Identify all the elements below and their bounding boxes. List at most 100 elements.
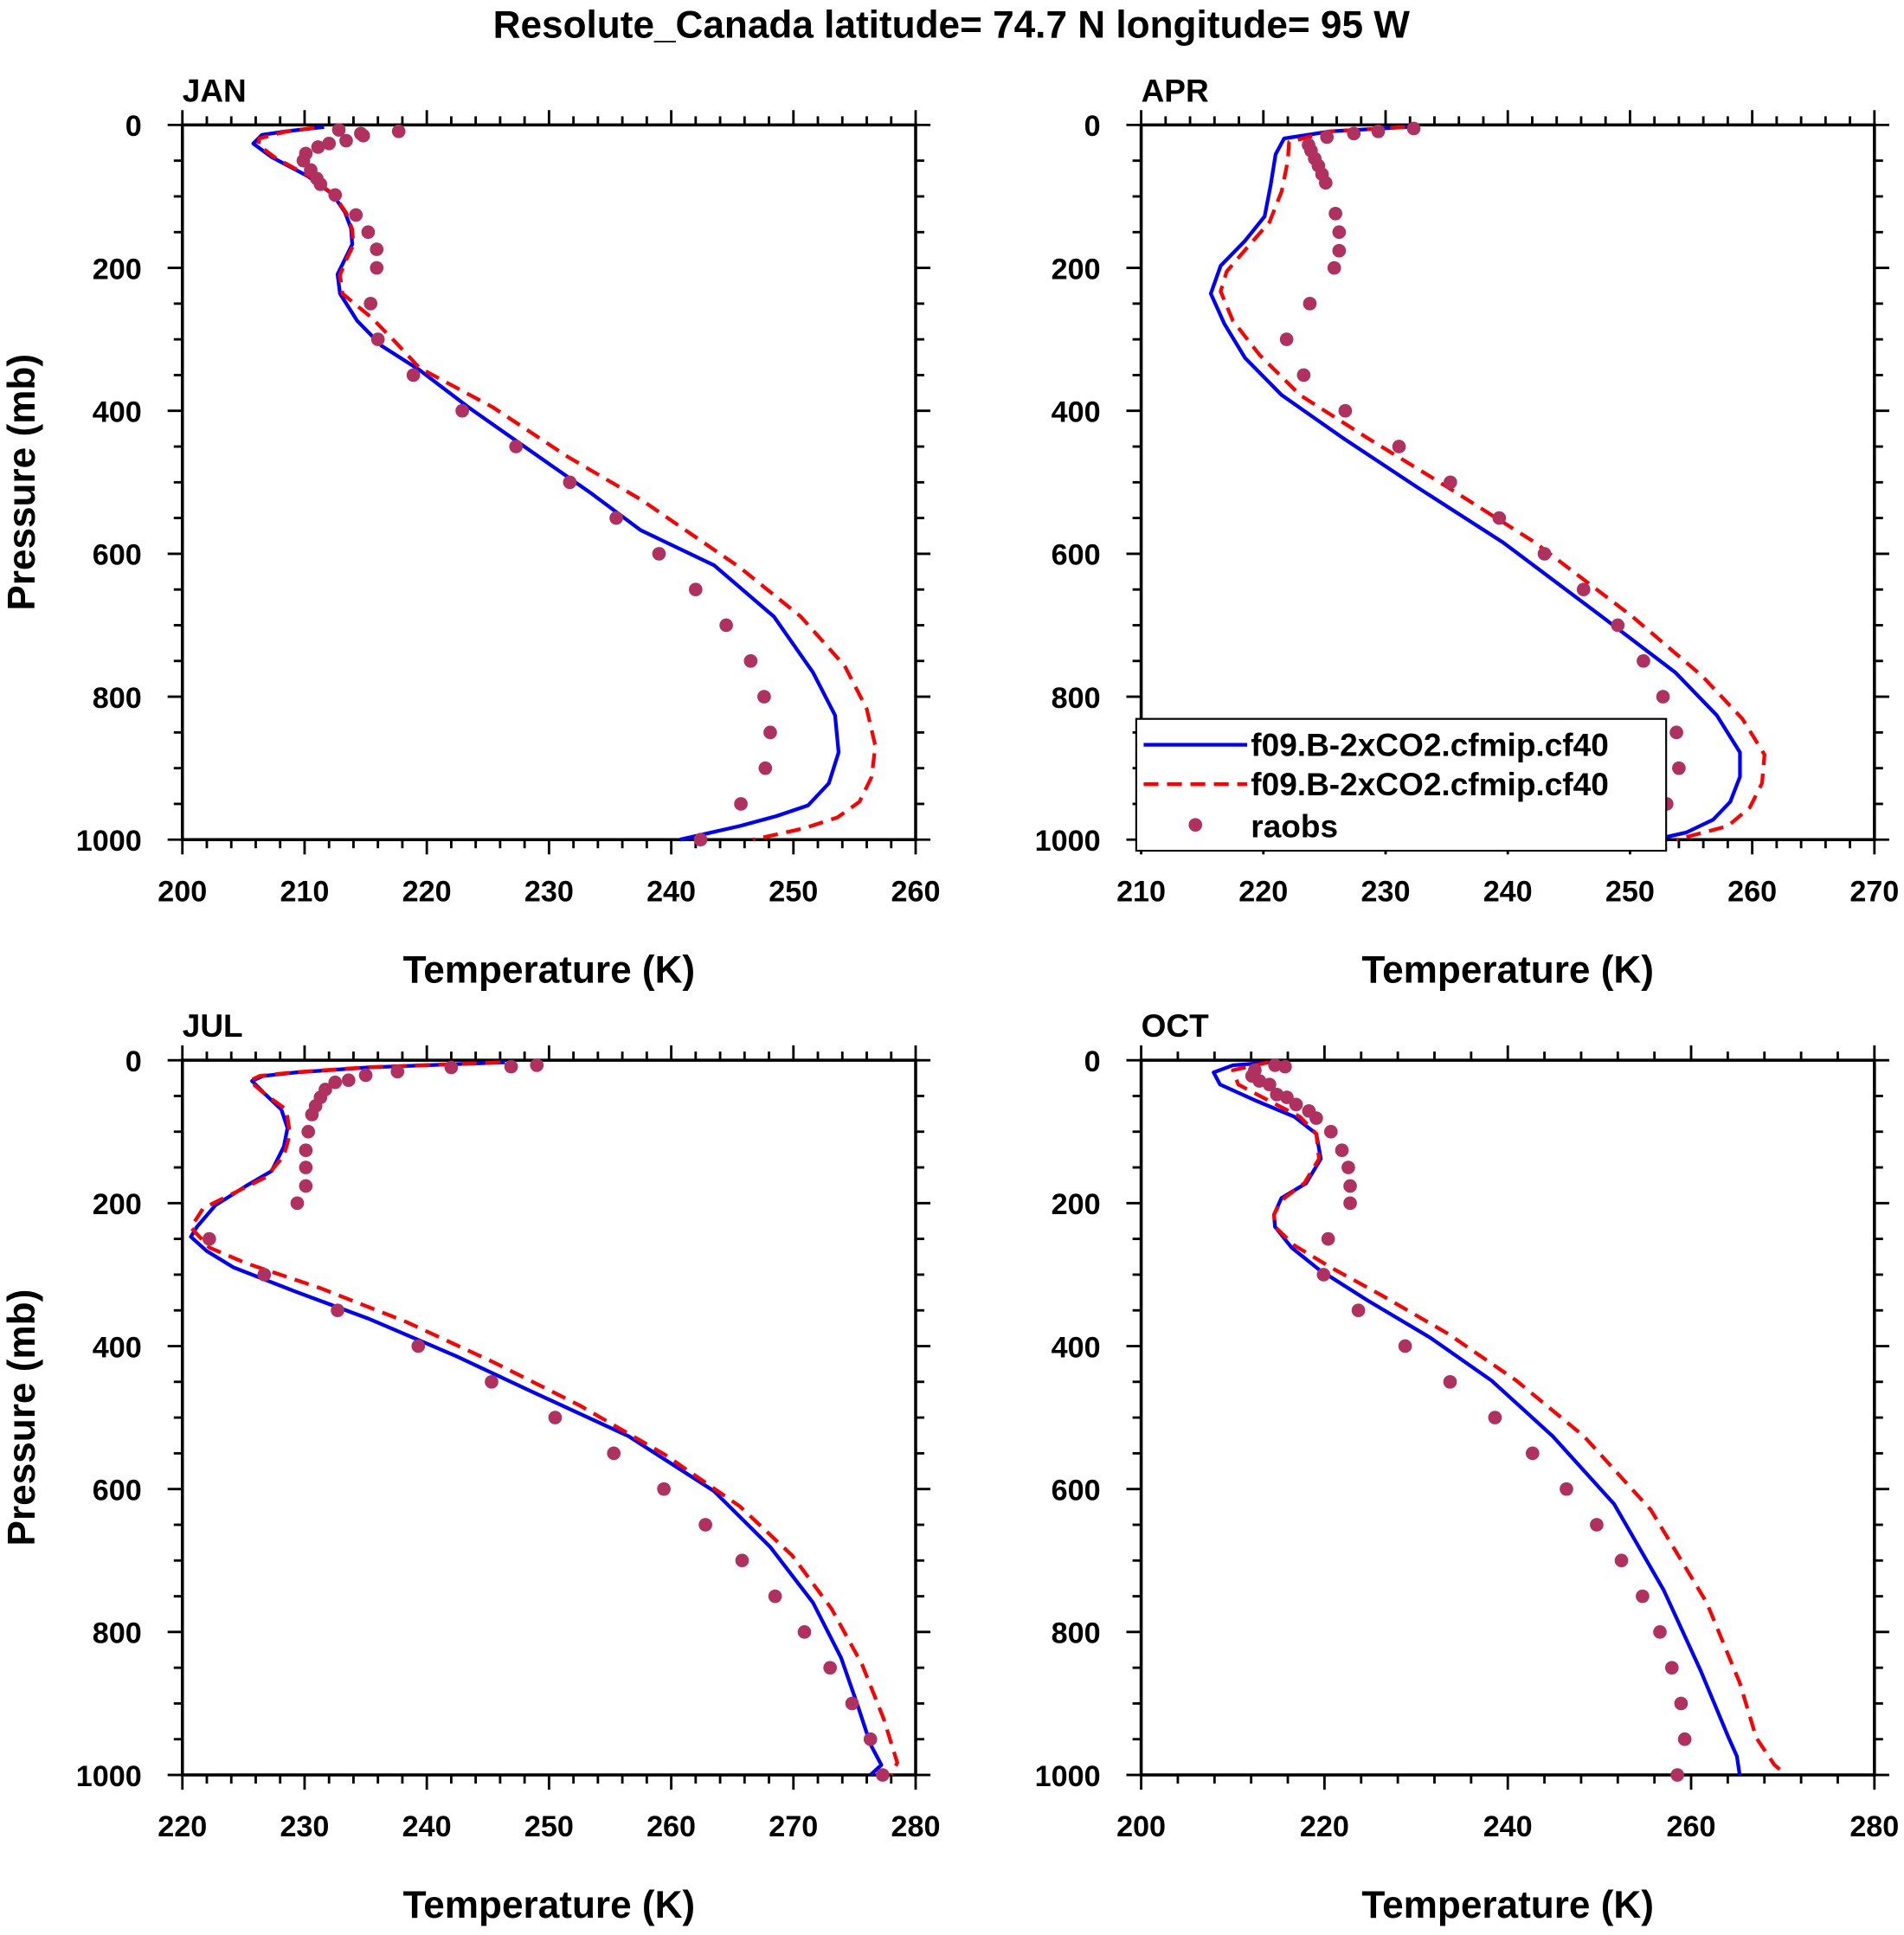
x-tick-label: 240: [1483, 875, 1533, 908]
series-dashed-line: [1219, 125, 1766, 842]
y-tick-label: 600: [93, 1474, 142, 1507]
raobs-point: [299, 1179, 313, 1193]
series-solid-line: [1212, 1060, 1742, 1776]
y-tick-label: 200: [1052, 253, 1101, 286]
raobs-point: [1279, 332, 1294, 346]
x-tick-label: 270: [769, 1810, 818, 1843]
x-axis-label: Temperature (K): [1361, 948, 1654, 991]
raobs-point: [1656, 690, 1670, 704]
raobs-point: [797, 1625, 812, 1639]
raobs-point: [331, 123, 346, 137]
raobs-point: [331, 1303, 344, 1318]
raobs-point: [758, 761, 773, 775]
raobs-point: [1637, 653, 1650, 668]
raobs-point: [328, 188, 343, 202]
x-tick-label: 260: [646, 1810, 696, 1843]
raobs-point: [1670, 1768, 1684, 1782]
raobs-point: [1268, 1058, 1283, 1072]
legend-label-raobs: raobs: [1251, 807, 1338, 844]
raobs-point: [1289, 1097, 1303, 1112]
y-axis-label: Pressure (mb): [1, 1289, 43, 1546]
raobs-point: [530, 1058, 544, 1072]
raobs-point: [1492, 511, 1507, 525]
raobs-point: [370, 242, 384, 256]
plot-frame: [1139, 1058, 1876, 1777]
raobs-point: [734, 797, 748, 811]
figure-title: Resolute_Canada latitude= 74.7 N longitu…: [493, 3, 1411, 46]
raobs-point: [444, 1060, 459, 1075]
raobs-point: [313, 177, 328, 191]
raobs-point: [311, 140, 325, 154]
raobs-point: [411, 1339, 426, 1353]
raobs-point: [390, 1064, 405, 1079]
y-tick-label: 1000: [76, 825, 142, 858]
y-tick-label: 200: [1052, 1188, 1101, 1221]
x-tick-label: 220: [1238, 875, 1288, 908]
raobs-point: [322, 137, 337, 151]
x-tick-label: 210: [280, 875, 329, 908]
raobs-point: [455, 403, 469, 418]
raobs-point: [607, 1446, 621, 1461]
raobs-point: [1318, 176, 1333, 190]
raobs-point: [743, 653, 758, 668]
x-tick-label: 280: [891, 1810, 940, 1843]
raobs-point: [763, 725, 777, 740]
x-tick-label: 220: [402, 875, 452, 908]
x-axis-label: Temperature (K): [403, 1884, 696, 1926]
raobs-point: [1392, 440, 1406, 453]
x-tick-label: 250: [769, 875, 818, 908]
raobs-point: [299, 1160, 313, 1174]
raobs-point: [1636, 1589, 1650, 1604]
raobs-point: [509, 440, 524, 453]
legend-label-dashed: f09.B-2xCO2.cfmip.cf40: [1251, 766, 1609, 802]
y-tick-label: 400: [1052, 396, 1101, 429]
series-dashed-line: [256, 125, 878, 842]
raobs-point: [1611, 618, 1625, 633]
raobs-point: [1674, 1696, 1689, 1711]
y-tick-label: 200: [93, 253, 142, 286]
raobs-point: [1338, 403, 1353, 418]
raobs-point: [1443, 1374, 1457, 1389]
y-tick-label: 600: [1052, 1474, 1101, 1507]
raobs-point: [339, 133, 353, 148]
x-tick-label: 200: [158, 875, 207, 908]
y-tick-label: 800: [1052, 1617, 1101, 1650]
raobs-point: [609, 511, 623, 525]
x-tick-label: 270: [1849, 875, 1899, 908]
raobs-point: [504, 1059, 518, 1074]
x-tick-label: 230: [1360, 875, 1410, 908]
y-tick-label: 0: [1084, 110, 1101, 143]
raobs-point: [1371, 124, 1386, 138]
raobs-point: [1327, 260, 1341, 275]
raobs-point: [358, 1068, 373, 1083]
x-tick-label: 280: [1849, 1810, 1899, 1843]
legend-label-solid: f09.B-2xCO2.cfmip.cf40: [1251, 726, 1609, 762]
raobs-point: [1332, 243, 1347, 258]
x-tick-label: 200: [1116, 1810, 1166, 1843]
raobs-point: [370, 260, 384, 275]
raobs-point: [1316, 1268, 1331, 1282]
series-dashed-line: [1231, 1060, 1788, 1777]
raobs-point: [341, 1073, 356, 1088]
raobs-point: [845, 1696, 859, 1711]
raobs-point: [305, 1108, 319, 1122]
x-axis-label: Temperature (K): [403, 948, 696, 991]
y-tick-label: 0: [1084, 1045, 1101, 1078]
raobs-point: [1669, 725, 1683, 740]
plot-frame: [180, 123, 917, 842]
raobs-point: [1341, 1160, 1355, 1174]
y-axis-label: Pressure (mb): [1, 354, 43, 611]
raobs-point: [1303, 297, 1317, 311]
plot-frame: [180, 1058, 917, 1777]
series-solid-line: [251, 125, 841, 842]
raobs-point: [1321, 1231, 1335, 1246]
panel-apr: APR 210 220 230 240 250 260 270 0 200 400 600 800 100…: [1035, 72, 1900, 991]
x-tick-label: 260: [891, 875, 940, 908]
x-axis-label: Temperature (K): [1361, 1884, 1654, 1926]
y-tick-label: 800: [93, 682, 142, 715]
x-tick-label: 240: [646, 875, 696, 908]
y-tick-label: 400: [93, 1331, 142, 1364]
x-tick-label: 260: [1667, 1810, 1716, 1843]
